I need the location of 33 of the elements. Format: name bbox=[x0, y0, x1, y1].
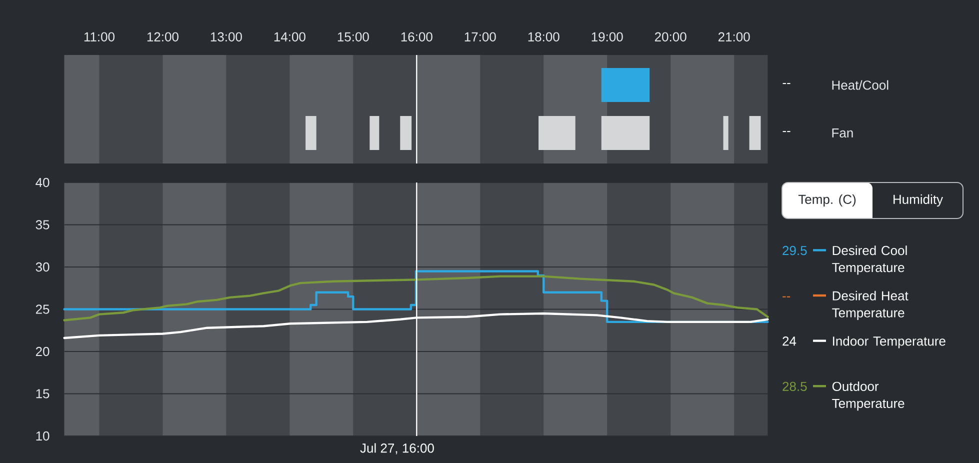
x-tick-label: 16:00 bbox=[401, 32, 432, 42]
y-tick-label: 40 bbox=[36, 178, 50, 188]
x-tick-label: 11:00 bbox=[84, 32, 114, 42]
y-tick-label: Heat/Cool bbox=[832, 80, 888, 90]
text: 29.5 bbox=[782, 246, 807, 256]
y-tick-label: 35 bbox=[36, 220, 50, 230]
text: Temp. (C) bbox=[798, 194, 856, 207]
y-tick-label: 30 bbox=[36, 262, 50, 272]
text: -- bbox=[782, 83, 790, 84]
y-tick-label: 15 bbox=[36, 389, 50, 398]
x-tick-label: 20:00 bbox=[654, 32, 686, 42]
legend-label: Desired Cool Temperature bbox=[832, 246, 907, 275]
x-tick-label: 14:00 bbox=[274, 32, 306, 42]
legend-label: Desired Heat Temperature bbox=[832, 290, 908, 320]
x-tick-label: 19:00 bbox=[592, 32, 623, 42]
x-tick-label: 12:00 bbox=[147, 32, 178, 42]
x-tick-label: 18:00 bbox=[528, 32, 560, 42]
x-tick-label: 15:00 bbox=[338, 32, 369, 42]
y-tick-label: 20 bbox=[36, 346, 50, 356]
text: -- bbox=[782, 131, 790, 132]
y-tick-label: 10 bbox=[36, 431, 50, 441]
text: -- bbox=[782, 296, 790, 298]
y-tick-label: Fan bbox=[832, 128, 853, 138]
x-tick-label: 13:00 bbox=[210, 32, 242, 42]
text: Humidity bbox=[894, 194, 944, 207]
ref-line-label: Jul 27, 16:00 bbox=[360, 443, 434, 454]
y-tick-label: 25 bbox=[36, 304, 50, 314]
text: 24 bbox=[782, 336, 796, 346]
x-tick-label: 21:00 bbox=[718, 32, 750, 42]
text: 28.5 bbox=[782, 382, 807, 392]
x-tick-label: 17:00 bbox=[464, 32, 496, 42]
legend-label: Outdoor Temperature bbox=[832, 381, 904, 411]
legend-label: Indoor Temperature bbox=[833, 336, 946, 348]
